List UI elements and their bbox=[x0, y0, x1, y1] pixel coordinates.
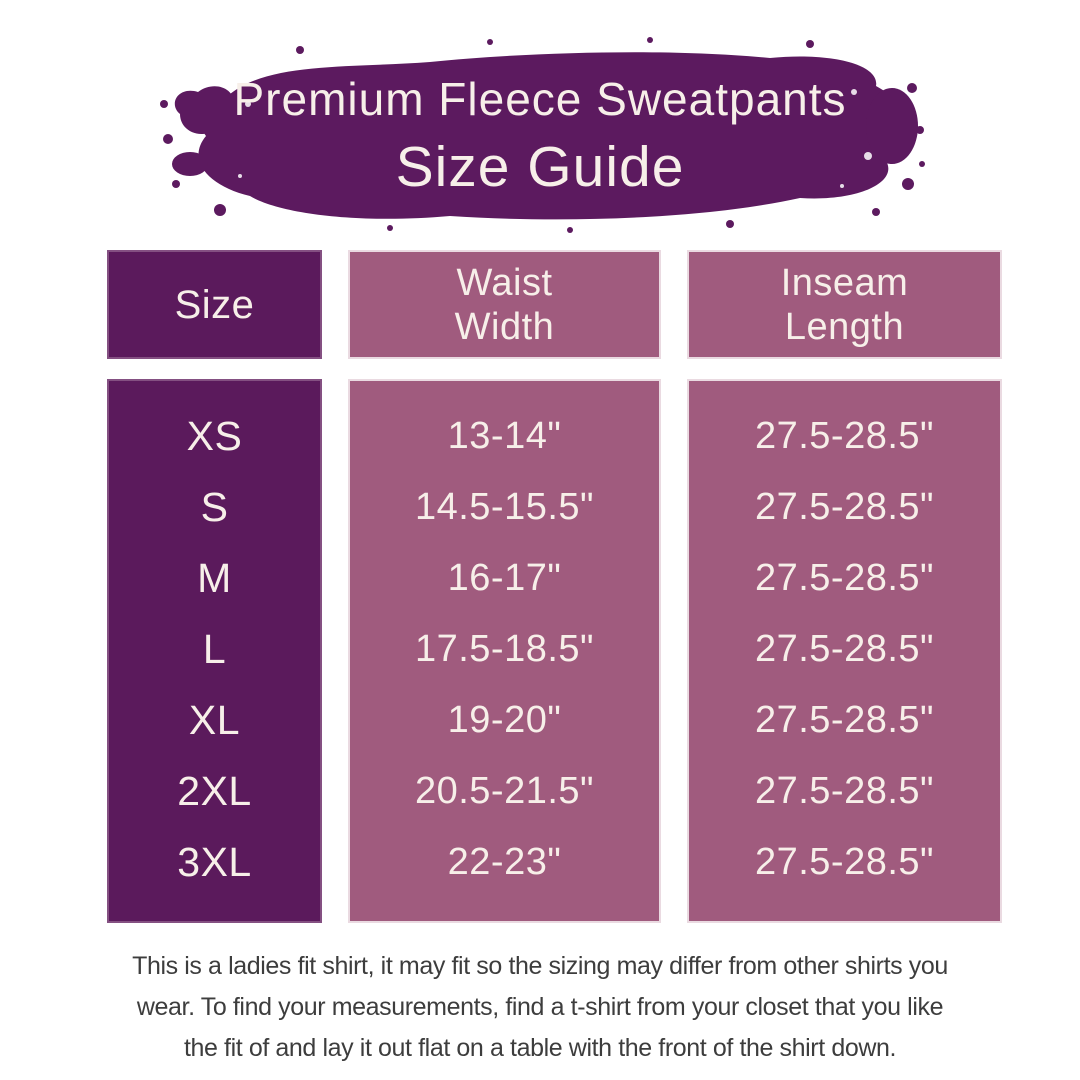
inseam-cell-l: 27.5-28.5" bbox=[754, 628, 935, 670]
fit-note-line3: the fit of and lay it out flat on a tabl… bbox=[183, 1034, 897, 1062]
column-header-inseam-length: Inseam Length bbox=[687, 250, 1002, 359]
page-subtitle: Size Guide bbox=[395, 135, 685, 199]
size-cell-3xl: 3XL bbox=[177, 839, 252, 885]
fit-note-line2: wear. To find your measurements, find a … bbox=[136, 993, 944, 1021]
waist-cell-2xl: 20.5-21.5" bbox=[414, 770, 595, 812]
brush-stroke-graphic bbox=[160, 37, 925, 233]
size-cell-l: L bbox=[202, 626, 227, 672]
inseam-cell-xl: 27.5-28.5" bbox=[754, 699, 935, 741]
column-header-inseam-line1: Inseam bbox=[780, 261, 909, 304]
inseam-cell-3xl: 27.5-28.5" bbox=[754, 841, 935, 883]
inseam-cell-m: 27.5-28.5" bbox=[754, 557, 935, 599]
page-title: Premium Fleece Sweatpants bbox=[233, 73, 847, 125]
waist-cell-m: 16-17" bbox=[447, 557, 562, 599]
fit-note: This is a ladies fit shirt, it may fit s… bbox=[0, 946, 1080, 1069]
inseam-length-column: 27.5-28.5" 27.5-28.5" 27.5-28.5" 27.5-28… bbox=[687, 379, 1002, 923]
waist-width-column: 13-14" 14.5-15.5" 16-17" 17.5-18.5" 19-2… bbox=[348, 379, 661, 923]
column-header-inseam-line2: Length bbox=[784, 305, 905, 348]
waist-cell-3xl: 22-23" bbox=[447, 841, 562, 883]
column-header-size: Size bbox=[107, 250, 322, 359]
waist-cell-xs: 13-14" bbox=[447, 415, 562, 457]
column-header-waist-line2: Width bbox=[454, 305, 555, 348]
waist-cell-xl: 19-20" bbox=[447, 699, 562, 741]
size-cell-m: M bbox=[197, 555, 232, 601]
inseam-cell-2xl: 27.5-28.5" bbox=[754, 770, 935, 812]
size-cell-xs: XS bbox=[186, 413, 243, 459]
size-cell-xl: XL bbox=[188, 697, 241, 743]
waist-cell-l: 17.5-18.5" bbox=[414, 628, 595, 670]
fit-note-line1: This is a ladies fit shirt, it may fit s… bbox=[132, 952, 948, 980]
size-column: XS S M L XL 2XL 3XL bbox=[107, 379, 322, 923]
column-header-size-label: Size bbox=[174, 282, 255, 327]
inseam-cell-xs: 27.5-28.5" bbox=[754, 415, 935, 457]
banner-text: Premium Fleece Sweatpants Size Guide bbox=[150, 34, 930, 236]
column-header-waist-line1: Waist bbox=[456, 261, 553, 304]
column-header-waist-width: Waist Width bbox=[348, 250, 661, 359]
size-cell-s: S bbox=[200, 484, 229, 530]
header-banner: Premium Fleece Sweatpants Size Guide bbox=[150, 34, 930, 236]
size-cell-2xl: 2XL bbox=[177, 768, 252, 814]
waist-cell-s: 14.5-15.5" bbox=[414, 486, 595, 528]
inseam-cell-s: 27.5-28.5" bbox=[754, 486, 935, 528]
